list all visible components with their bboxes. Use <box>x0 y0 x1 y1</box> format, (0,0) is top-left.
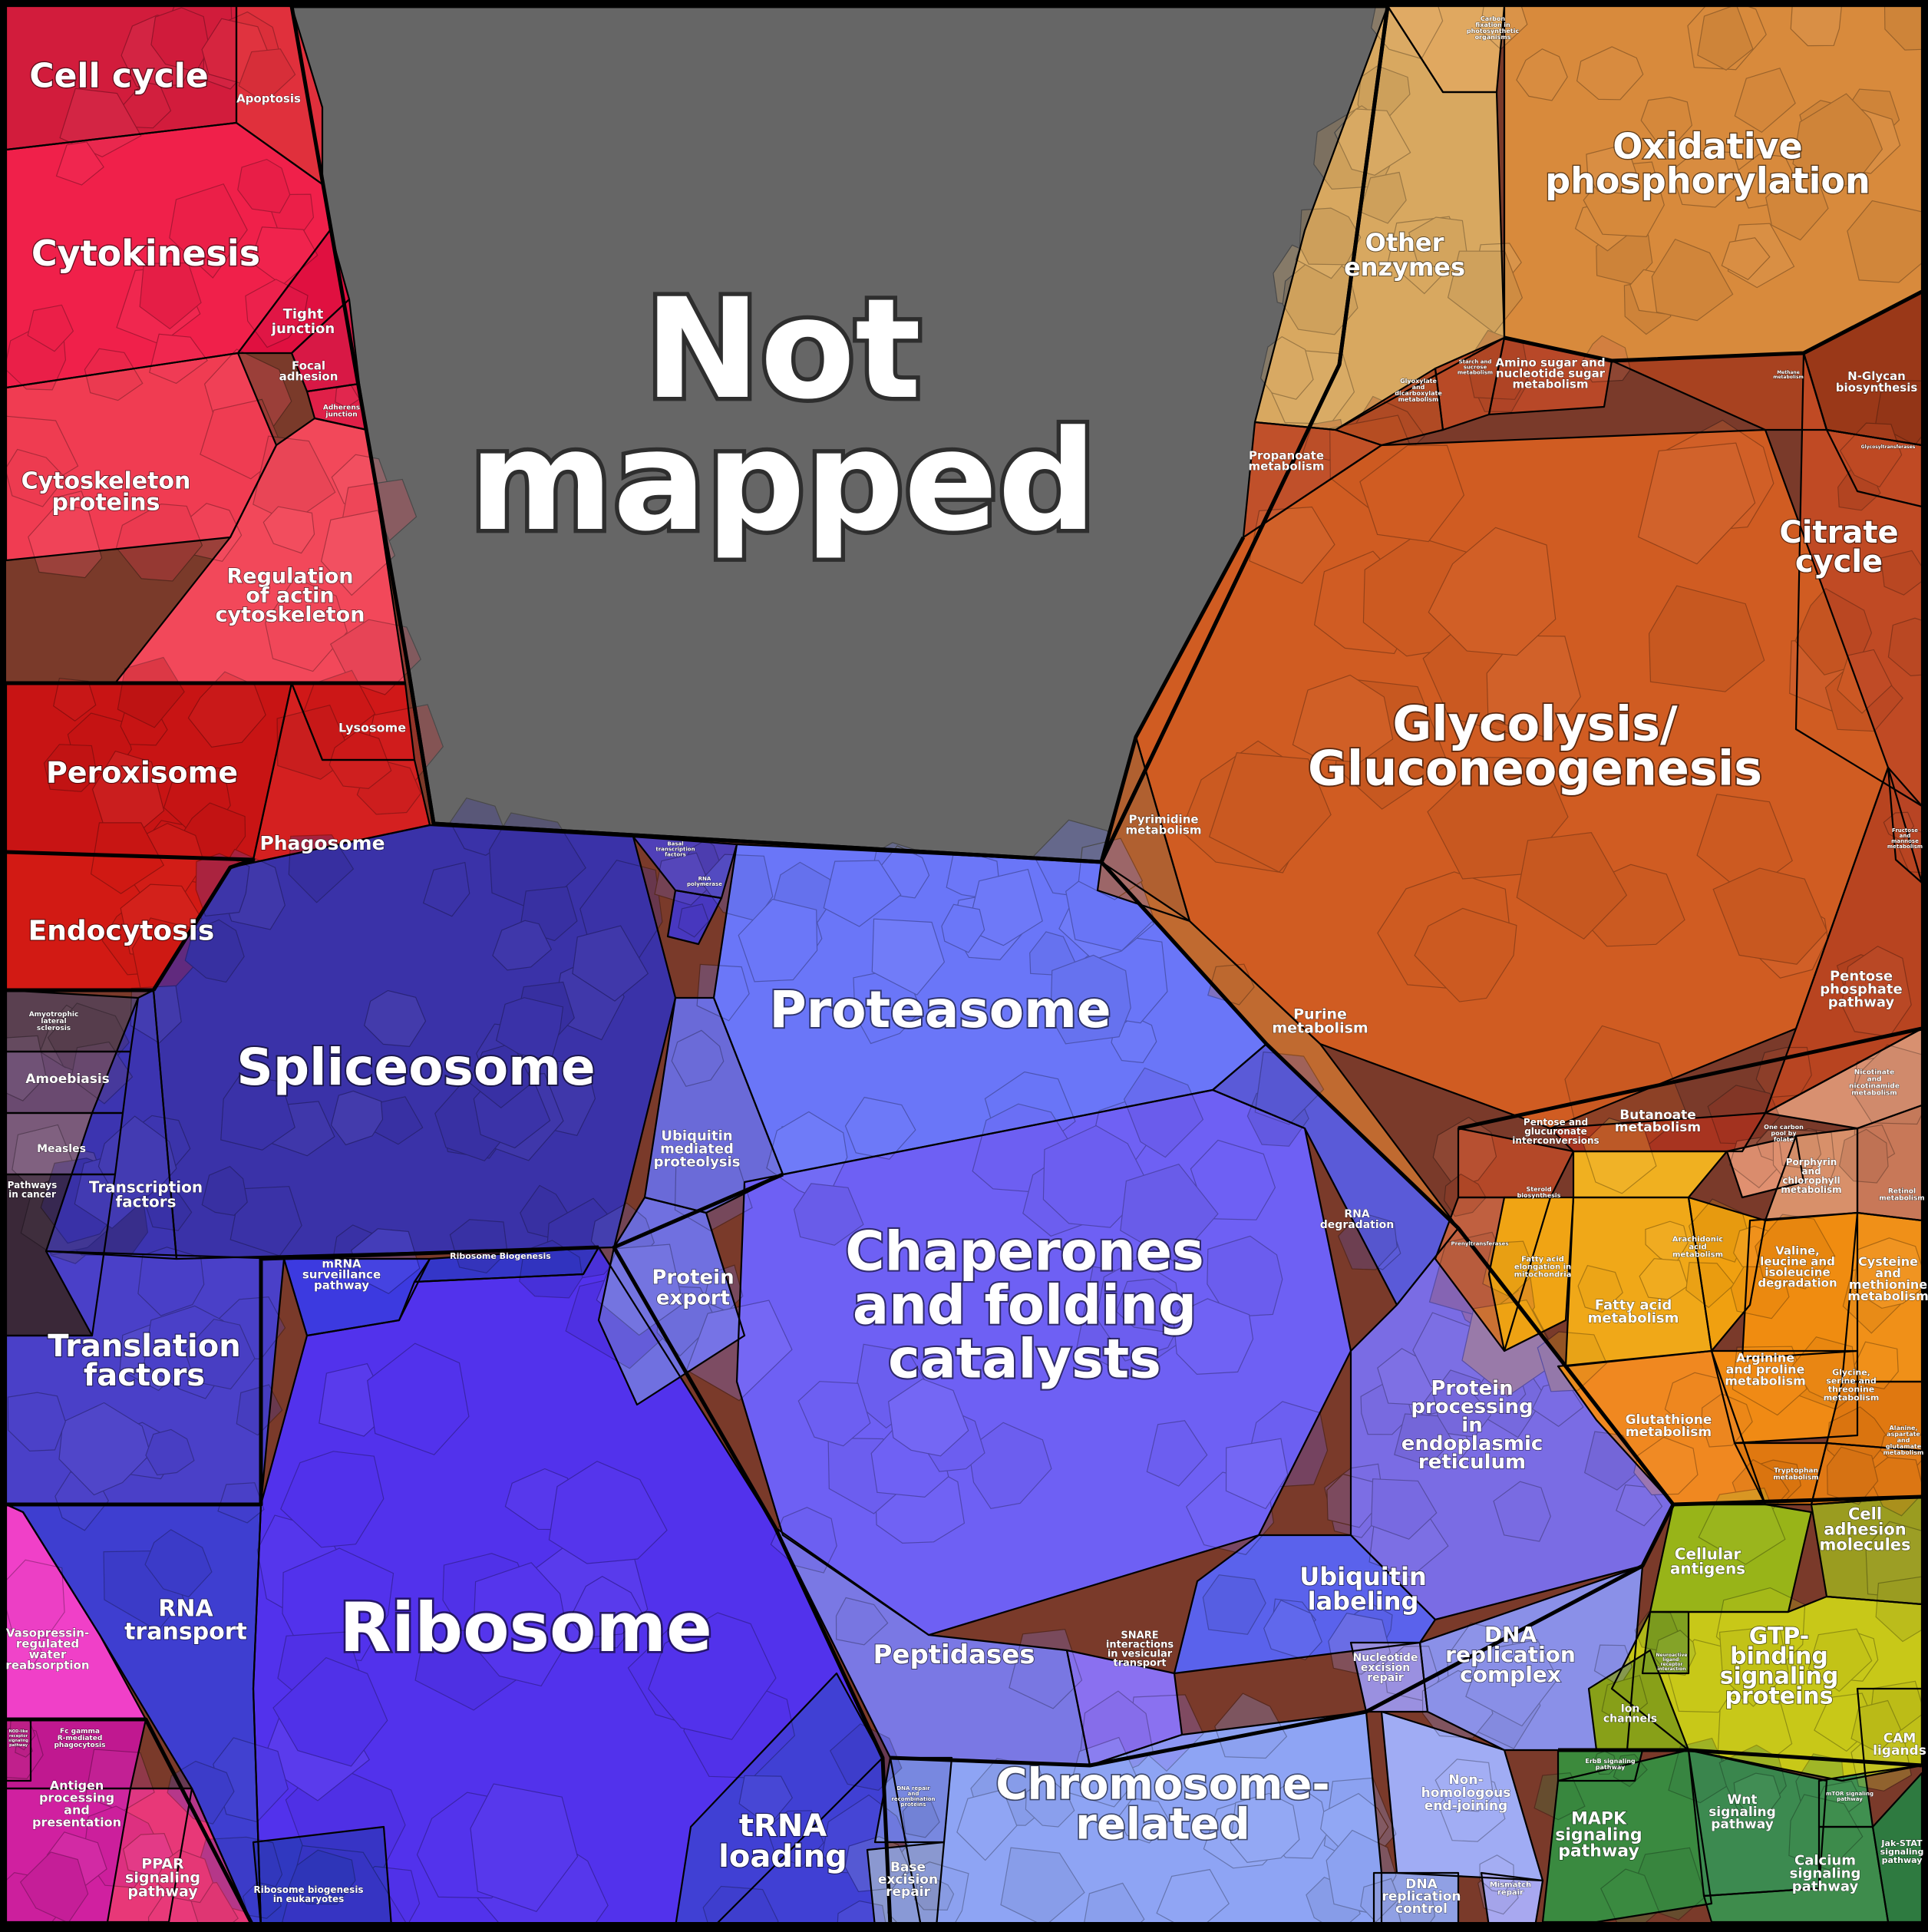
label-prenyltransferases: Prenyltransferases <box>1451 1241 1509 1247</box>
label-ribosome-biogenesis: Ribosome Biogenesis <box>450 1251 551 1261</box>
label-proteasome: Proteasome <box>769 980 1111 1039</box>
label-endocytosis: Endocytosis <box>28 916 215 947</box>
label-amoebiasis: Amoebiasis <box>25 1072 110 1087</box>
label-apoptosis: Apoptosis <box>236 91 301 105</box>
label-cell-cycle: Cell cycle <box>29 56 208 95</box>
label-peroxisome: Peroxisome <box>46 755 238 789</box>
label-phagosome: Phagosome <box>259 832 385 854</box>
label-glycosyltransferases: Glycosyltransferases <box>1861 444 1916 450</box>
label-lysosome: Lysosome <box>338 721 406 735</box>
label-peptidases: Peptidases <box>873 1640 1035 1670</box>
label-spliceosome: Spliceosome <box>236 1038 595 1097</box>
label-measles: Measles <box>37 1143 86 1155</box>
label-cytokinesis: Cytokinesis <box>31 233 260 274</box>
label-ribosome: Ribosome <box>339 1588 712 1667</box>
